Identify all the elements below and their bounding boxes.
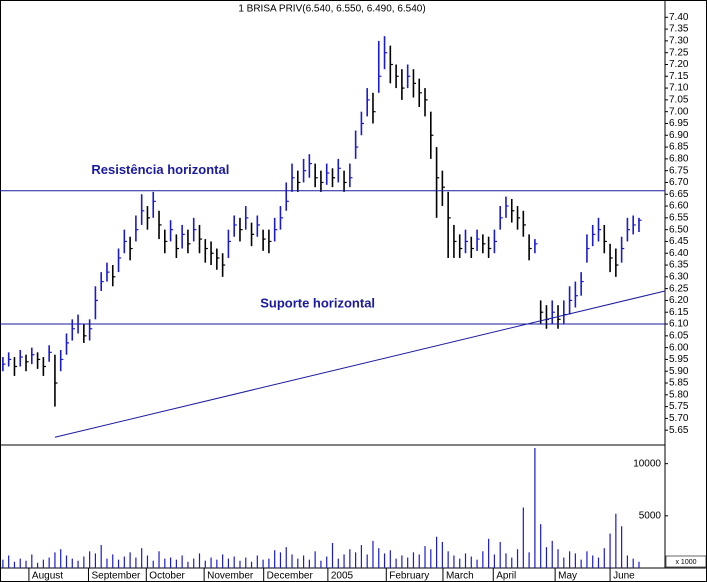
volume-tick-label: 5000	[639, 510, 662, 521]
y-tick-label: 6.35	[669, 260, 689, 271]
y-tick-label: 7.30	[669, 36, 689, 47]
y-tick-label: 7.25	[669, 47, 689, 58]
x-tick-label: May	[558, 571, 577, 582]
annotation: Resistência horizontal	[91, 162, 229, 177]
y-tick-label: 6.50	[669, 224, 689, 235]
y-tick-label: 6.20	[669, 295, 689, 306]
y-tick-label: 7.05	[669, 95, 689, 106]
y-tick-label: 6.80	[669, 154, 689, 165]
y-tick-label: 7.15	[669, 71, 689, 82]
chart-title: 1 BRISA PRIV(6.540, 6.550, 6.490, 6.540)	[238, 4, 425, 15]
y-tick-label: 5.70	[669, 413, 689, 424]
y-tick-label: 6.55	[669, 212, 689, 223]
y-tick-label: 6.15	[669, 307, 689, 318]
annotation: Suporte horizontal	[260, 295, 375, 310]
x-tick-label: October	[149, 571, 185, 582]
y-tick-label: 6.10	[669, 319, 689, 330]
y-tick-label: 6.30	[669, 271, 689, 282]
volume-tick-label: 10000	[633, 458, 661, 469]
y-tick-label: 7.35	[669, 24, 689, 35]
y-tick-label: 5.75	[669, 401, 689, 412]
y-tick-label: 6.45	[669, 236, 689, 247]
x-tick-label: February	[389, 571, 429, 582]
y-tick-label: 7.40	[669, 12, 689, 23]
y-tick-label: 6.95	[669, 118, 689, 129]
x-tick-label: June	[613, 571, 635, 582]
x-tick-label: August	[32, 571, 63, 582]
y-tick-label: 7.00	[669, 106, 689, 117]
y-tick-label: 6.40	[669, 248, 689, 259]
y-tick-label: 6.25	[669, 283, 689, 294]
y-tick-label: 5.85	[669, 378, 689, 389]
y-tick-label: 5.95	[669, 354, 689, 365]
x-tick-label: April	[496, 571, 516, 582]
y-tick-label: 6.90	[669, 130, 689, 141]
x-tick-label: September	[91, 571, 141, 582]
y-tick-label: 5.80	[669, 389, 689, 400]
x-tick-label: November	[207, 571, 254, 582]
y-tick-label: 6.70	[669, 177, 689, 188]
x-tick-label: March	[446, 571, 474, 582]
trend-line	[54, 290, 666, 438]
y-tick-label: 6.05	[669, 330, 689, 341]
y-tick-label: 6.00	[669, 342, 689, 353]
volume-unit-box	[665, 555, 707, 568]
y-tick-label: 7.20	[669, 59, 689, 70]
y-tick-label: 6.65	[669, 189, 689, 200]
y-tick-label: 5.65	[669, 425, 689, 436]
y-tick-label: 7.10	[669, 83, 689, 94]
x-tick-label: 2005	[331, 571, 354, 582]
x-tick-label: December	[267, 571, 314, 582]
volume-unit: x 1000	[675, 559, 696, 566]
y-tick-label: 6.75	[669, 165, 689, 176]
y-tick-label: 6.85	[669, 142, 689, 153]
y-tick-label: 6.60	[669, 201, 689, 212]
y-tick-label: 5.90	[669, 366, 689, 377]
